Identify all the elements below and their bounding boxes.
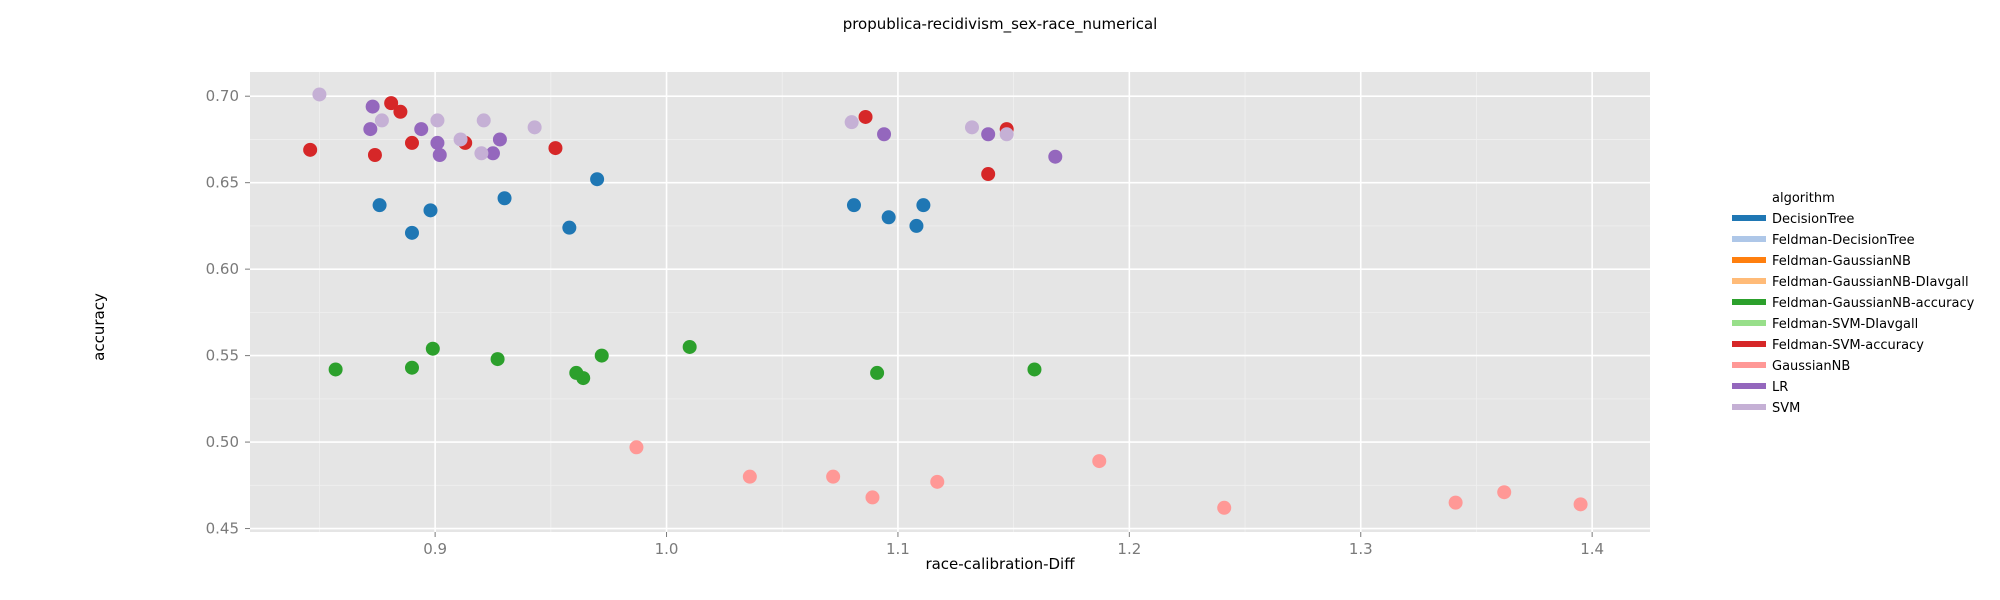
data-point bbox=[492, 132, 507, 147]
data-point bbox=[870, 365, 885, 380]
data-point bbox=[964, 120, 979, 135]
x-tick-label: 1.2 bbox=[1117, 540, 1141, 558]
data-point bbox=[363, 122, 378, 137]
legend-swatch bbox=[1732, 383, 1766, 389]
data-point bbox=[404, 360, 419, 375]
legend-swatch bbox=[1732, 257, 1766, 263]
legend-label: Feldman-SVM-accuracy bbox=[1772, 338, 1924, 353]
data-point bbox=[497, 191, 512, 206]
data-point bbox=[858, 109, 873, 124]
x-tick-label: 1.1 bbox=[886, 540, 910, 558]
data-point bbox=[404, 225, 419, 240]
data-point bbox=[425, 341, 440, 356]
data-point bbox=[328, 362, 343, 377]
data-point bbox=[1027, 362, 1042, 377]
x-tick-label: 1.3 bbox=[1349, 540, 1373, 558]
data-point bbox=[562, 220, 577, 235]
data-point bbox=[490, 352, 505, 367]
data-point bbox=[1048, 149, 1063, 164]
data-point bbox=[474, 146, 489, 161]
data-point bbox=[1573, 497, 1588, 512]
data-point bbox=[826, 469, 841, 484]
data-point bbox=[742, 469, 757, 484]
legend: algorithm DecisionTree Feldman-DecisionTr… bbox=[1732, 191, 1975, 416]
axes: 0.9 1.0 1.1 1.2 1.3 1.4 0.45 0.50 0.55 0.60 0.65 0.… bbox=[206, 87, 1604, 558]
data-point bbox=[865, 490, 880, 505]
data-point bbox=[877, 127, 892, 142]
data-point bbox=[414, 122, 429, 137]
data-point bbox=[432, 148, 447, 163]
grid bbox=[250, 72, 1650, 532]
y-tick-label: 0.65 bbox=[206, 174, 239, 192]
x-tick-label: 1.0 bbox=[655, 540, 679, 558]
data-point bbox=[527, 120, 542, 135]
legend-label: Feldman-DecisionTree bbox=[1772, 233, 1915, 248]
data-point bbox=[476, 113, 491, 128]
legend-swatch bbox=[1732, 404, 1766, 410]
data-point bbox=[981, 127, 996, 142]
legend-label: GaussianNB bbox=[1772, 359, 1850, 374]
x-tick-label: 1.4 bbox=[1580, 540, 1604, 558]
y-axis-label: accuracy bbox=[90, 293, 108, 361]
legend-swatch bbox=[1732, 278, 1766, 284]
chart-title: propublica-recidivism_sex-race_numerical bbox=[843, 15, 1158, 34]
data-point bbox=[1217, 500, 1232, 515]
legend-swatch bbox=[1732, 341, 1766, 347]
y-tick-label: 0.50 bbox=[206, 433, 239, 451]
legend-label: Feldman-SVM-DIavgall bbox=[1772, 317, 1918, 332]
data-point bbox=[393, 104, 408, 119]
data-point bbox=[590, 172, 605, 187]
y-tick-label: 0.55 bbox=[206, 347, 239, 365]
data-point bbox=[384, 96, 399, 111]
legend-label: Feldman-GaussianNB-DIavgall bbox=[1772, 275, 1969, 290]
data-point bbox=[1497, 485, 1512, 500]
legend-label: Feldman-GaussianNB-accuracy bbox=[1772, 296, 1975, 311]
legend-label: Feldman-GaussianNB bbox=[1772, 254, 1911, 269]
data-point bbox=[365, 99, 380, 114]
legend-swatch bbox=[1732, 362, 1766, 368]
y-tick-label: 0.45 bbox=[206, 520, 239, 538]
data-point bbox=[594, 348, 609, 363]
data-point bbox=[1092, 454, 1107, 469]
data-point bbox=[374, 113, 389, 128]
data-point bbox=[423, 203, 438, 218]
data-point bbox=[846, 198, 861, 213]
data-point bbox=[629, 440, 644, 455]
data-point bbox=[999, 127, 1014, 142]
y-tick-label: 0.70 bbox=[206, 87, 239, 105]
data-point bbox=[404, 135, 419, 150]
data-point bbox=[981, 167, 996, 182]
data-point bbox=[1448, 495, 1463, 510]
legend-label: LR bbox=[1772, 380, 1788, 395]
x-tick-label: 0.9 bbox=[423, 540, 447, 558]
legend-swatch bbox=[1732, 320, 1766, 326]
x-axis-label: race-calibration-Diff bbox=[925, 555, 1075, 573]
data-point bbox=[367, 148, 382, 163]
data-point bbox=[844, 115, 859, 130]
data-point bbox=[485, 146, 500, 161]
data-point bbox=[430, 135, 445, 150]
data-point bbox=[312, 87, 327, 102]
data-point bbox=[576, 371, 591, 386]
legend-title: algorithm bbox=[1772, 191, 1835, 206]
y-tick-label: 0.60 bbox=[206, 260, 239, 278]
data-point bbox=[453, 132, 468, 147]
data-point bbox=[682, 339, 697, 354]
data-points bbox=[303, 87, 1588, 515]
data-point bbox=[930, 474, 945, 489]
data-point bbox=[548, 141, 563, 156]
legend-label: SVM bbox=[1772, 401, 1800, 416]
data-point bbox=[303, 142, 318, 157]
data-point bbox=[881, 210, 896, 225]
data-point bbox=[372, 198, 387, 213]
legend-swatch bbox=[1732, 299, 1766, 305]
legend-swatch bbox=[1732, 215, 1766, 221]
data-point bbox=[430, 113, 445, 128]
data-point bbox=[909, 218, 924, 233]
data-point bbox=[916, 198, 931, 213]
legend-label: DecisionTree bbox=[1772, 212, 1854, 227]
legend-swatch bbox=[1732, 236, 1766, 242]
